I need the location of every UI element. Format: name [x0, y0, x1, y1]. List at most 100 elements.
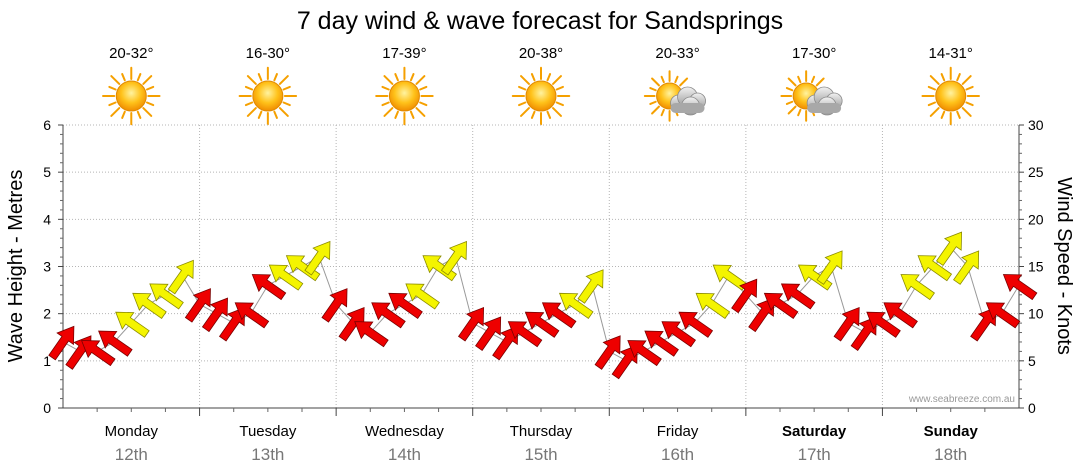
sun-ray: [415, 75, 426, 85]
wind-arrow: [1002, 274, 1038, 301]
sun-ray: [246, 75, 257, 85]
wind-arrow: [475, 316, 502, 351]
wind-arrow-shape: [321, 288, 348, 323]
wind-arrow-shape: [850, 316, 877, 351]
sun-ray: [940, 73, 946, 82]
wind-arrow-shape: [268, 264, 304, 291]
wind-arrow-shape: [149, 283, 184, 310]
sun-ray: [419, 85, 428, 91]
wind-arrow: [371, 302, 406, 329]
wind-arrow: [80, 340, 116, 367]
wind-arrow: [900, 274, 935, 301]
cloud: [670, 86, 706, 116]
y-tick-label-right: 0: [1028, 400, 1036, 416]
day-header-friday: 20-33°: [643, 45, 706, 122]
sun-ray: [415, 107, 426, 117]
wind-arrow-shape: [475, 316, 502, 351]
sun-ray: [381, 101, 390, 107]
wind-arrow: [866, 311, 901, 338]
sun-ray: [394, 110, 399, 119]
wind-arrow-shape: [900, 274, 935, 301]
sun-rays: [238, 66, 298, 126]
y-tick-label-right: 15: [1028, 259, 1044, 275]
sun-ray: [282, 101, 291, 107]
sun-icon: [921, 66, 980, 126]
sun-ray: [108, 101, 117, 107]
day-name-label: Sunday: [924, 423, 979, 440]
wind-arrow-shape: [763, 292, 799, 319]
wind-arrow-shape: [80, 340, 116, 367]
temp-range: 17-30°: [792, 45, 836, 62]
sun-icon: [375, 66, 434, 126]
day-header-wednesday: 17-39°: [375, 45, 434, 126]
sun-ray: [394, 73, 399, 82]
wind-arrow-shape: [985, 302, 1021, 329]
y-tick-label-left: 1: [43, 353, 51, 369]
sun-ray: [679, 77, 689, 87]
wind-arrow-shape: [354, 321, 389, 348]
wind-arrow: [234, 302, 270, 329]
sun-ray: [121, 110, 126, 119]
wind-arrow-shape: [833, 306, 860, 342]
sun-ray: [142, 75, 153, 85]
axis-ticks: 0 1 2 3 4 5 6 0 5 10 15 20 25 30: [43, 117, 1044, 416]
wind-arrow: [167, 259, 194, 295]
wind-arrow: [644, 330, 679, 357]
wind-arrow-shape: [524, 311, 560, 338]
wind-arrow: [833, 306, 860, 342]
sun-ray: [381, 85, 390, 91]
wind-arrow-shape: [780, 283, 816, 310]
sun-cloud-icon: [780, 70, 843, 122]
wind-arrow-shape: [611, 344, 638, 380]
wind-arrow: [953, 250, 980, 285]
wind-arrow: [507, 321, 543, 348]
day-date-label: 16th: [661, 445, 694, 464]
wind-arrow-shape: [661, 321, 696, 348]
wind-arrow: [611, 344, 638, 380]
wind-arrow-shape: [115, 311, 150, 338]
wind-arrow-shape: [304, 240, 331, 276]
wind-arrow: [440, 240, 467, 276]
wind-arrow-shape: [440, 240, 467, 276]
day-header-monday: 20-32°: [102, 45, 161, 126]
sun-ray: [246, 107, 257, 117]
wind-arrow-shape: [917, 255, 953, 282]
chart-title: 7 day wind & wave forecast for Sandsprin…: [297, 7, 783, 35]
y-tick-label-left: 4: [43, 211, 51, 227]
sun-ray: [956, 73, 961, 82]
sun-ray: [651, 77, 660, 87]
wind-arrow-shape: [492, 325, 519, 361]
y-tick-label-left: 6: [43, 117, 51, 133]
cloud: [806, 86, 843, 116]
sun-ray: [787, 105, 797, 115]
wind-arrow-shape: [98, 330, 133, 357]
day-header-sunday: 14-31°: [921, 45, 980, 126]
sun-rays: [511, 66, 571, 126]
sun-ray: [660, 108, 665, 117]
wind-arrow: [132, 292, 167, 319]
y-tick-label-right: 10: [1028, 306, 1044, 322]
wind-arrow: [184, 288, 211, 323]
wind-arrow: [492, 325, 519, 361]
wind-arrow-shape: [678, 311, 714, 338]
wind-arrow-shape: [594, 335, 621, 370]
sun-rays: [375, 66, 434, 126]
sun-ray: [110, 75, 121, 85]
wind-arrow-shape: [371, 302, 406, 329]
sun-ray: [965, 85, 974, 91]
wind-arrow-shape: [627, 340, 662, 367]
sun-ray: [145, 101, 155, 107]
sun-ray: [257, 110, 263, 119]
sun-ray: [797, 75, 802, 84]
sun-ray: [530, 73, 536, 82]
sun-ray: [546, 73, 552, 82]
wind-arrow: [748, 297, 775, 333]
sun-ray: [383, 107, 394, 117]
y-tick-label-left: 0: [43, 400, 51, 416]
sun-icon: [102, 66, 161, 126]
wind-arrow: [970, 306, 997, 342]
wind-arrow: [731, 278, 758, 314]
sun-disc: [935, 80, 967, 112]
sun-ray: [383, 75, 394, 85]
wind-arrow: [218, 306, 246, 342]
